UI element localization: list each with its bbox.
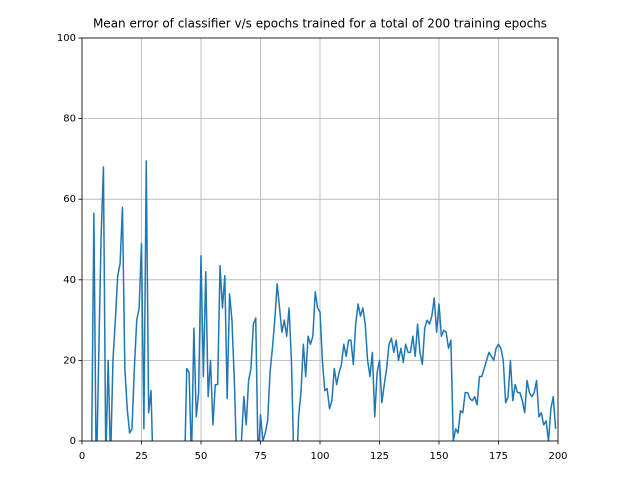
x-tick-label: 200	[548, 451, 567, 462]
data-line	[90, 160, 557, 441]
x-tick-label: 100	[310, 451, 329, 462]
x-tick-label: 150	[429, 451, 448, 462]
x-tick-label: 25	[135, 451, 148, 462]
x-tick-label: 75	[254, 451, 267, 462]
y-tick-label: 20	[63, 355, 76, 366]
y-tick-label: 60	[63, 194, 76, 205]
x-tick-label: 50	[195, 451, 208, 462]
x-tick-label: 175	[489, 451, 508, 462]
y-tick-label: 0	[70, 436, 76, 447]
x-tick-label: 0	[79, 451, 85, 462]
y-tick-label: 100	[57, 33, 76, 44]
x-tick-label: 125	[370, 451, 389, 462]
y-tick-label: 80	[63, 114, 76, 125]
chart-title: Mean error of classifier v/s epochs trai…	[93, 17, 547, 31]
y-tick-label: 40	[63, 275, 76, 286]
